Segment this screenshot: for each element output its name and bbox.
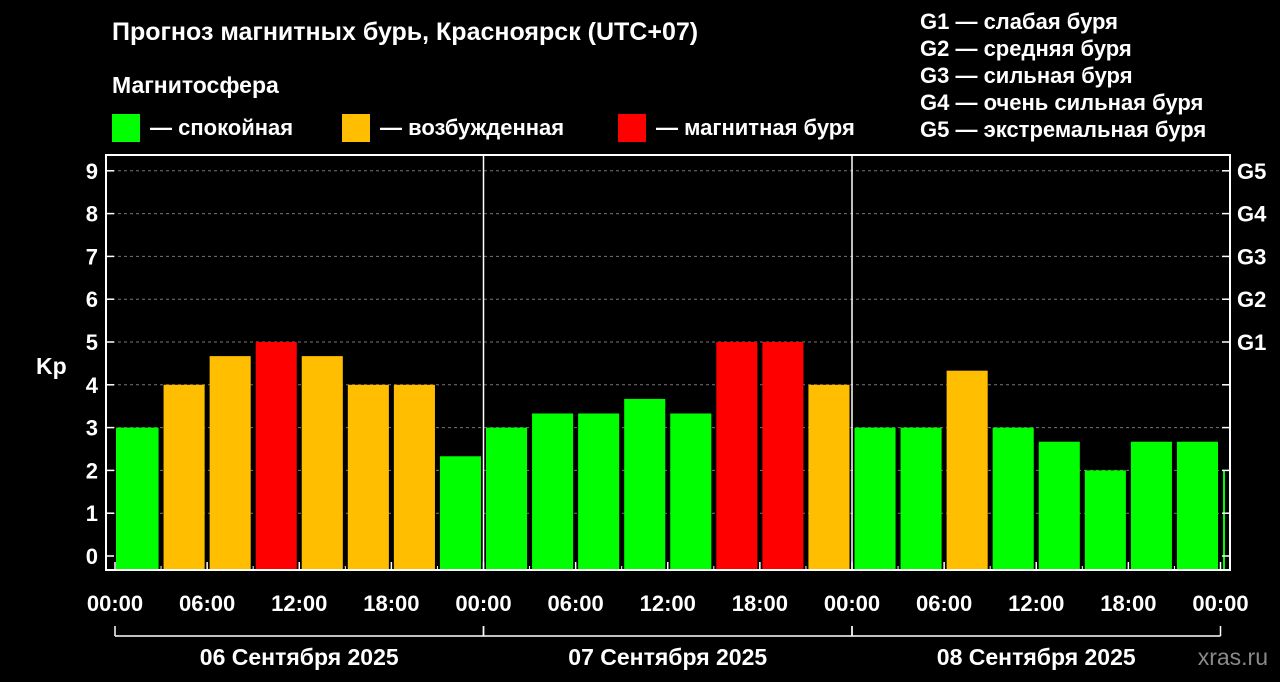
y-tick-label: 5 bbox=[86, 330, 98, 355]
storm-scale-g3: G3 — сильная буря bbox=[920, 63, 1133, 88]
kp-bar bbox=[578, 413, 620, 569]
storm-scale-g1: G1 — слабая буря bbox=[920, 9, 1119, 34]
day-label: 06 Сентября 2025 bbox=[200, 644, 399, 670]
storm-scale-legend: G1 — слабая буря G2 — средняя буря G3 — … bbox=[920, 8, 1206, 143]
kp-bar bbox=[532, 413, 574, 569]
day-label: 08 Сентября 2025 bbox=[937, 644, 1136, 670]
legend-swatch-calm bbox=[112, 114, 140, 142]
kp-bar bbox=[163, 384, 205, 569]
kp-bar bbox=[347, 384, 389, 569]
y-tick-label: 6 bbox=[86, 287, 98, 312]
g-scale-label: G5 bbox=[1237, 159, 1266, 184]
x-tick-label: 00:00 bbox=[1192, 591, 1248, 616]
day-label: 07 Сентября 2025 bbox=[568, 644, 767, 670]
kp-bar bbox=[1038, 441, 1080, 569]
x-tick-label: 12:00 bbox=[640, 591, 696, 616]
legend-label-storm: — магнитная буря bbox=[656, 115, 855, 140]
kp-bar bbox=[1084, 470, 1126, 569]
x-tick-label: 18:00 bbox=[1100, 591, 1156, 616]
kp-bar bbox=[439, 456, 481, 569]
legend-label-excited: — возбужденная bbox=[380, 115, 565, 140]
kp-bar bbox=[716, 342, 758, 569]
legend-label-calm: — спокойная bbox=[150, 115, 294, 140]
y-tick-label: 3 bbox=[86, 416, 98, 441]
y-tick-label: 1 bbox=[86, 501, 98, 526]
x-tick-label: 06:00 bbox=[547, 591, 603, 616]
kp-bar bbox=[670, 413, 712, 569]
g-scale-label: G2 bbox=[1237, 287, 1266, 312]
g-scale-label: G3 bbox=[1237, 244, 1266, 269]
x-tick-label: 12:00 bbox=[271, 591, 327, 616]
x-tick-label: 00:00 bbox=[87, 591, 143, 616]
y-tick-label: 0 bbox=[86, 544, 98, 569]
legend-subtitle: Магнитосфера bbox=[112, 72, 279, 98]
watermark: xras.ru bbox=[1197, 644, 1268, 670]
kp-bar bbox=[1130, 441, 1172, 569]
kp-bar bbox=[209, 356, 251, 569]
kp-bar bbox=[486, 427, 528, 569]
y-tick-label: 4 bbox=[86, 373, 99, 398]
y-tick-label: 2 bbox=[86, 458, 98, 483]
y-tick-label: 7 bbox=[86, 244, 98, 269]
x-tick-label: 06:00 bbox=[179, 591, 235, 616]
x-tick-label: 18:00 bbox=[732, 591, 788, 616]
x-tick-label: 00:00 bbox=[455, 591, 511, 616]
kp-bar bbox=[301, 356, 343, 569]
kp-bar bbox=[393, 384, 435, 569]
storm-scale-g4: G4 — очень сильная буря bbox=[920, 90, 1204, 115]
kp-bar bbox=[255, 342, 297, 569]
kp-bar bbox=[946, 370, 988, 569]
g-scale-label: G4 bbox=[1237, 202, 1267, 227]
legend-item-excited: — возбужденная bbox=[342, 114, 564, 142]
y-axis-label: Kp bbox=[36, 353, 67, 379]
y-tick-label: 8 bbox=[86, 202, 98, 227]
storm-scale-g2: G2 — средняя буря bbox=[920, 36, 1132, 61]
x-tick-label: 06:00 bbox=[916, 591, 972, 616]
x-tick-label: 00:00 bbox=[824, 591, 880, 616]
legend-swatch-storm bbox=[618, 114, 646, 142]
kp-bar bbox=[116, 427, 159, 569]
kp-bar bbox=[854, 427, 896, 569]
kp-bar bbox=[1223, 470, 1225, 569]
kp-bar bbox=[762, 342, 804, 569]
chart-title: Прогноз магнитных бурь, Красноярск (UTC+… bbox=[112, 18, 699, 46]
y-tick-label: 9 bbox=[86, 159, 98, 184]
kp-bar bbox=[900, 427, 942, 569]
storm-scale-g5: G5 — экстремальная буря bbox=[920, 117, 1207, 142]
kp-bar bbox=[1176, 441, 1218, 569]
legend-item-calm: — спокойная bbox=[112, 114, 293, 142]
x-tick-label: 18:00 bbox=[363, 591, 419, 616]
kp-bar bbox=[808, 384, 850, 569]
legend-swatch-excited bbox=[342, 114, 370, 142]
x-tick-label: 12:00 bbox=[1008, 591, 1064, 616]
legend-item-storm: — магнитная буря bbox=[618, 114, 855, 142]
kp-bar bbox=[624, 398, 666, 569]
kp-bar bbox=[992, 427, 1034, 569]
g-scale-label: G1 bbox=[1237, 330, 1266, 355]
